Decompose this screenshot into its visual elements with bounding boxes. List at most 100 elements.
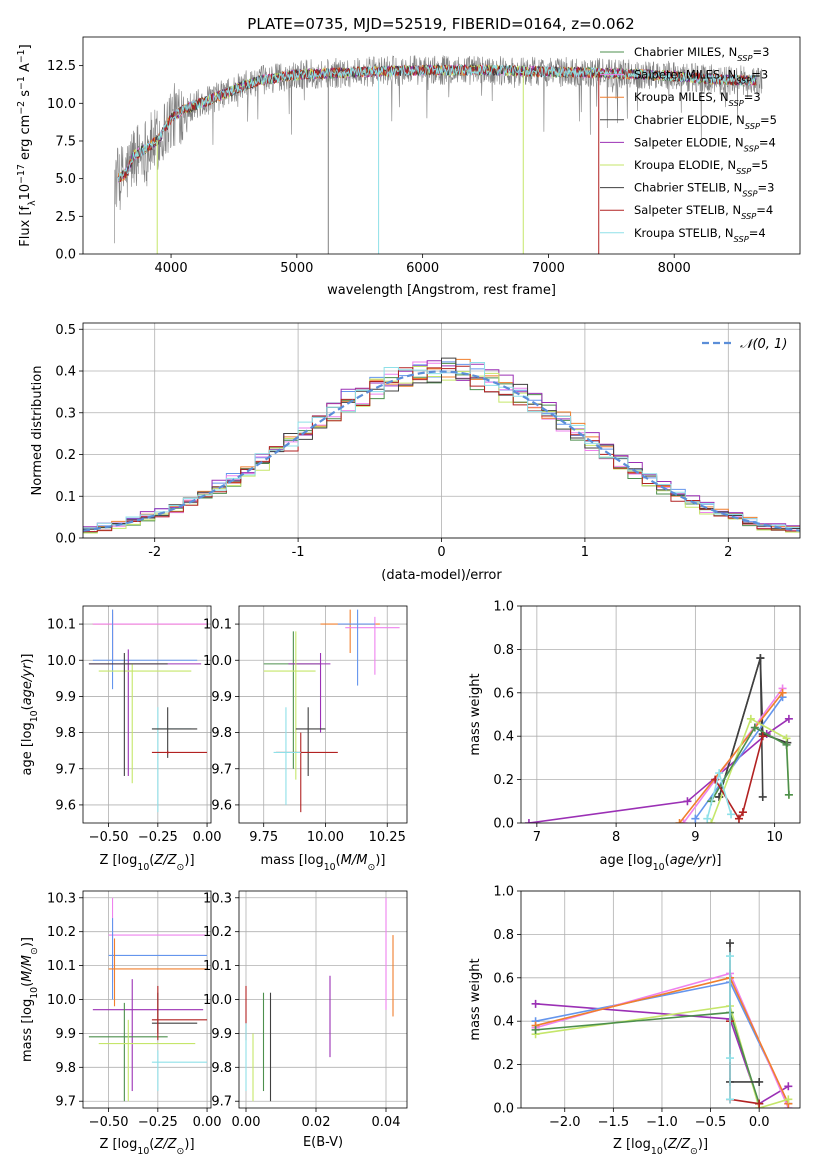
y-axis-label: mass weight — [468, 958, 483, 1040]
y-tick-label: 0.5 — [55, 323, 76, 338]
y-tick-label: 10.2 — [47, 925, 76, 940]
y-tick-label: 5.0 — [55, 172, 76, 187]
y-tick-label: 0.6 — [493, 686, 514, 701]
normal-curve-line — [83, 370, 800, 532]
series-line — [535, 1011, 760, 1104]
y-axis-label: age [log10(age/yr)] — [20, 653, 40, 775]
data-point — [263, 631, 316, 780]
x-tick-label: −2.0 — [549, 1115, 581, 1130]
y-tick-label: 0.0 — [493, 817, 514, 832]
y-tick-label: 10.0 — [203, 654, 232, 669]
data-point — [98, 663, 192, 784]
x-tick-label: 0.00 — [193, 830, 222, 845]
plot-area — [245, 897, 394, 1102]
x-tick-label: −0.50 — [89, 830, 129, 845]
y-tick-label: 10.3 — [47, 891, 76, 906]
y-tick-label: 0.2 — [493, 1058, 514, 1073]
y-tick-label: 0.0 — [55, 248, 76, 263]
y-tick-label: 7.5 — [55, 134, 76, 149]
y-tick-label: 10.1 — [203, 618, 232, 633]
axes-frame — [238, 890, 408, 1109]
plus-marker — [746, 714, 755, 723]
data-point — [151, 707, 198, 758]
data-point — [108, 938, 208, 1007]
y-tick-label: 0.2 — [55, 448, 76, 463]
grid — [83, 891, 211, 1108]
y-tick-label: 9.7 — [55, 1095, 76, 1110]
data-point — [337, 609, 375, 686]
series-line — [535, 1003, 789, 1105]
plus-marker — [726, 952, 735, 961]
x-tick-label: −0.50 — [89, 1115, 129, 1130]
data-point — [151, 1050, 208, 1092]
y-tick-label: 10.0 — [47, 993, 76, 1008]
y-tick-label: 9.9 — [55, 690, 76, 705]
plus-marker — [756, 654, 765, 663]
y-tick-label: 10.1 — [47, 959, 76, 974]
x-tick-label: −0.5 — [695, 1115, 727, 1130]
plus-marker — [726, 1095, 735, 1104]
x-tick-label: −1.0 — [646, 1115, 678, 1130]
data-point — [88, 653, 168, 776]
plot-area — [531, 939, 793, 1108]
y-tick-label: 9.7 — [55, 762, 76, 777]
x-tick-label: 6000 — [406, 261, 439, 276]
x-tick-label: 10.00 — [307, 830, 344, 845]
legend-label: Salpeter MILES, NSSP=3 — [634, 68, 768, 86]
x-tick-label: 8 — [612, 830, 620, 845]
plus-marker — [784, 714, 793, 723]
mass-vs-ebv-panel: 0.00 0.02 0.04 9.7 9.8 9.9 10.0 10.1 10.2 10.3 E(B… — [203, 890, 408, 1150]
data-point — [151, 707, 192, 813]
x-tick-label: 0.00 — [232, 1115, 261, 1130]
data-point — [273, 707, 301, 805]
y-tick-label: 0.3 — [55, 406, 76, 421]
x-axis-label: (data-model)/error — [381, 568, 502, 583]
x-tick-label: 10.25 — [369, 830, 406, 845]
age-vs-mass-panel: 9.75 10.00 10.25 9.6 9.7 9.8 9.9 10.0 10.1 mass [… — [203, 605, 408, 873]
y-tick-label: 2.5 — [55, 210, 76, 225]
y-tick-label: 0.0 — [55, 532, 76, 547]
axes-frame — [82, 605, 212, 824]
plus-marker — [531, 1025, 540, 1034]
data-point — [92, 609, 198, 690]
y-tick-label: 9.8 — [55, 726, 76, 741]
x-tick-label: 0.02 — [302, 1115, 331, 1130]
ticks: −0.50 −0.25 0.00 9.7 9.8 9.9 10.0 10.1 10.2 10.3 — [47, 891, 221, 1130]
x-tick-label: −1.5 — [598, 1115, 630, 1130]
y-tick-label: 0.4 — [55, 365, 76, 380]
y-tick-label: 0.0 — [493, 1102, 514, 1117]
plus-marker — [738, 808, 747, 817]
y-tick-label: 9.9 — [211, 690, 232, 705]
plot-area — [88, 897, 208, 1102]
x-tick-label: 0 — [437, 545, 445, 560]
ticks: −2.0 −1.5 −1.0 −0.5 0.0 0.0 0.2 0.4 0.6 0.8 1.0 — [493, 885, 769, 1131]
y-tick-label: 10.0 — [203, 993, 232, 1008]
ticks: 9.75 10.00 10.25 9.6 9.7 9.8 9.9 10.0 10.1 — [203, 618, 406, 845]
plus-marker — [691, 814, 700, 823]
y-tick-label: 0.6 — [493, 971, 514, 986]
y-tick-label: 0.8 — [493, 928, 514, 943]
y-tick-label: 10.1 — [47, 618, 76, 633]
legend-label: Kroupa STELIB, NSSP=4 — [634, 226, 766, 244]
legend-label: Chabrier STELIB, NSSP=3 — [634, 181, 774, 199]
x-tick-label: 4000 — [155, 261, 188, 276]
data-point — [263, 631, 321, 769]
grid — [83, 606, 211, 823]
y-tick-label: 0.1 — [55, 490, 76, 505]
data-point — [151, 750, 208, 755]
plot-area — [114, 55, 763, 254]
y-axis-label: mass weight — [468, 673, 483, 755]
plot-area — [83, 357, 800, 534]
plus-marker — [758, 732, 767, 741]
y-tick-label: 9.7 — [211, 762, 232, 777]
series — [691, 693, 787, 823]
x-tick-label: 8000 — [658, 261, 691, 276]
data-point — [345, 616, 400, 675]
plus-marker — [679, 819, 688, 823]
plus-marker — [734, 814, 743, 823]
y-tick-label: 0.4 — [493, 1015, 514, 1030]
weight-vs-age-panel: 7 8 9 10 0.0 0.2 0.4 0.6 0.8 1.0 mass weight age [l… — [468, 600, 801, 873]
legend-label: 𝒩(0, 1) — [740, 337, 787, 352]
legend-label: Kroupa MILES, NSSP=3 — [634, 90, 761, 108]
